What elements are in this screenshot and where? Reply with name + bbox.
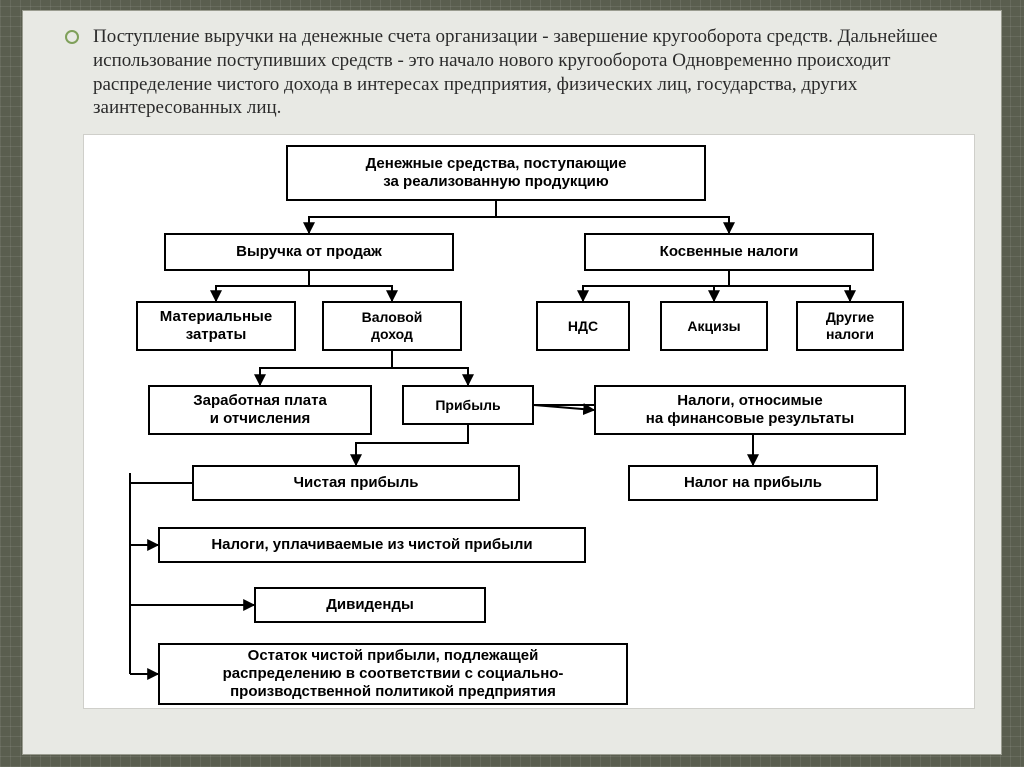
- node-nettax: Налоги, уплачиваемые из чистой прибыли: [158, 527, 586, 563]
- node-indirect: Косвенные налоги: [584, 233, 874, 271]
- bullet-icon: [65, 30, 79, 44]
- node-gross: Валовойдоход: [322, 301, 462, 351]
- node-ptax: Налог на прибыль: [628, 465, 878, 501]
- node-finres: Налоги, относимыена финансовые результат…: [594, 385, 906, 435]
- node-remain: Остаток чистой прибыли, подлежащейраспре…: [158, 643, 628, 705]
- bullet-row: Поступление выручки на денежные счета ор…: [23, 11, 1001, 128]
- node-sales: Выручка от продаж: [164, 233, 454, 271]
- node-wage: Заработная платаи отчисления: [148, 385, 372, 435]
- node-div: Дивиденды: [254, 587, 486, 623]
- slide: Поступление выручки на денежные счета ор…: [22, 10, 1002, 755]
- node-profit: Прибыль: [402, 385, 534, 425]
- diagram-container: Денежные средства, поступающиеза реализо…: [83, 134, 975, 709]
- node-othertax: Другиеналоги: [796, 301, 904, 351]
- node-root: Денежные средства, поступающиеза реализо…: [286, 145, 706, 201]
- node-excise: Акцизы: [660, 301, 768, 351]
- intro-text: Поступление выручки на денежные счета ор…: [93, 25, 973, 120]
- node-netprofit: Чистая прибыль: [192, 465, 520, 501]
- node-nds: НДС: [536, 301, 630, 351]
- node-mat: Материальныезатраты: [136, 301, 296, 351]
